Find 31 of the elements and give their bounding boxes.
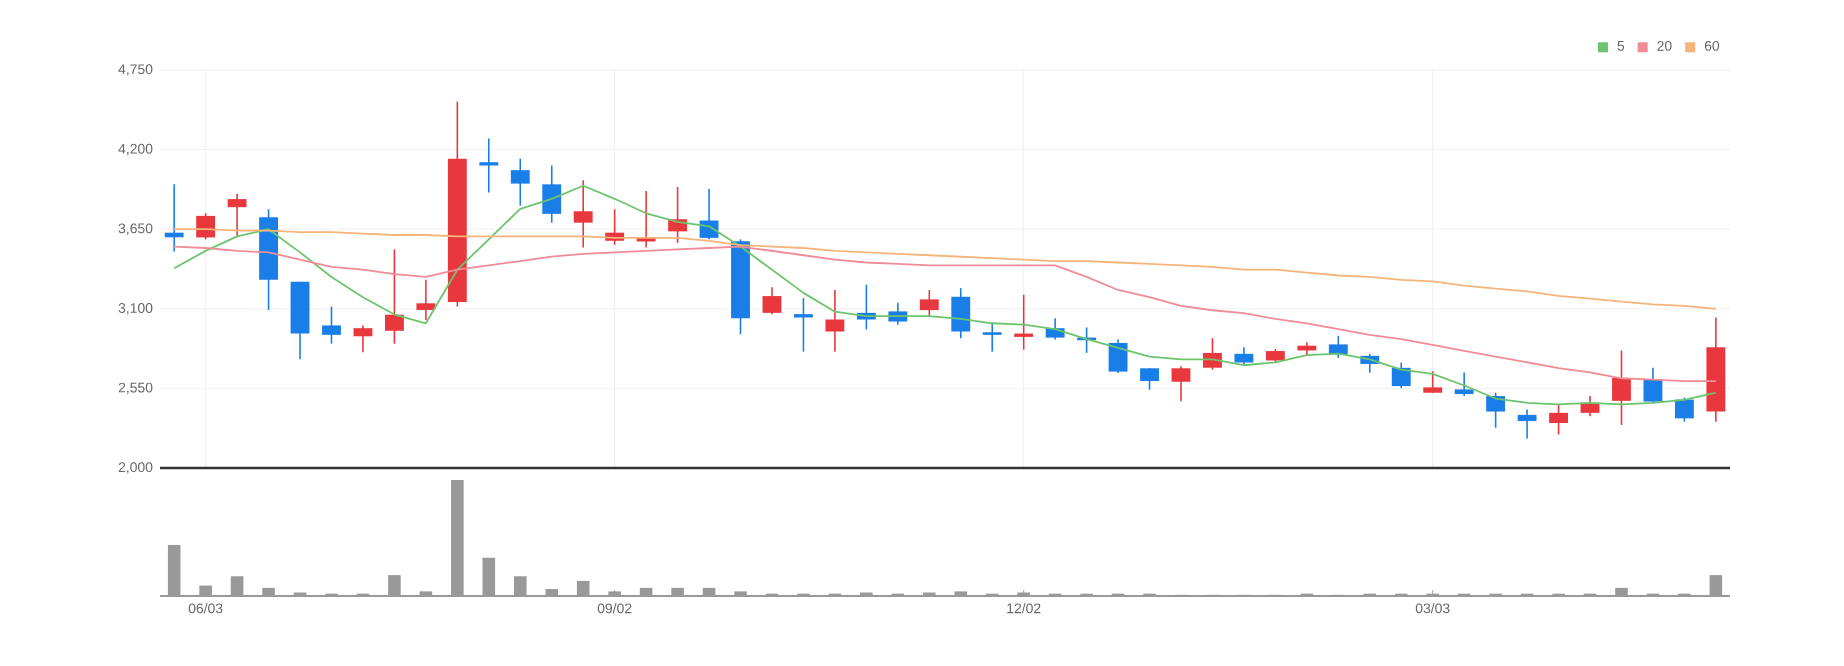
candlestick [762, 286, 782, 315]
candlestick [1454, 371, 1474, 397]
candlestick [1517, 408, 1537, 440]
candlestick [542, 164, 562, 224]
candlestick [1549, 404, 1568, 436]
candlestick [1486, 391, 1506, 429]
candlestick [919, 289, 939, 317]
candlestick [982, 322, 1002, 353]
candlestick [1140, 367, 1159, 391]
candlestick [1423, 370, 1443, 394]
candlestick [1612, 349, 1631, 426]
candlestick [416, 278, 436, 321]
candlestick [322, 305, 341, 345]
candlestick [1391, 361, 1411, 389]
candlestick [573, 179, 593, 249]
candlestick [951, 287, 971, 339]
candlestick [1171, 365, 1191, 402]
candlestick [1643, 367, 1663, 404]
candlestick [384, 248, 404, 345]
candlestick [353, 324, 373, 354]
candlestick [1108, 338, 1128, 374]
candlestick [227, 192, 247, 237]
candlestick [1203, 337, 1222, 371]
candlestick [1014, 293, 1034, 351]
candlestick [510, 157, 530, 207]
candlestick [479, 137, 499, 194]
candlestick [1234, 346, 1254, 367]
candlestick [825, 289, 845, 353]
candlestick [196, 212, 216, 241]
candlestick [793, 297, 813, 353]
candlestick [1674, 396, 1694, 423]
